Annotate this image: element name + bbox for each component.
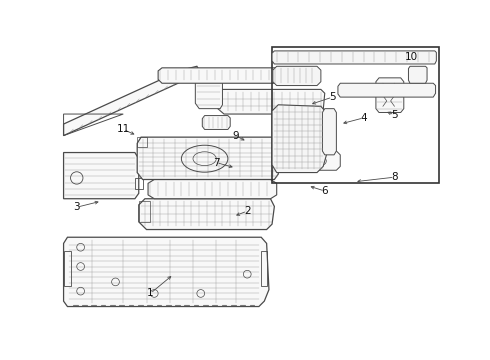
Polygon shape xyxy=(137,137,280,180)
Polygon shape xyxy=(322,109,336,155)
Text: 7: 7 xyxy=(213,158,220,167)
Polygon shape xyxy=(202,116,230,130)
Text: 6: 6 xyxy=(321,186,328,196)
Polygon shape xyxy=(158,68,297,83)
Polygon shape xyxy=(338,83,436,97)
Text: 10: 10 xyxy=(405,52,418,62)
Polygon shape xyxy=(305,151,340,170)
Text: 1: 1 xyxy=(147,288,154,298)
Polygon shape xyxy=(139,199,274,230)
Text: 9: 9 xyxy=(232,131,239,141)
Text: 11: 11 xyxy=(117,125,130,134)
Polygon shape xyxy=(218,89,325,114)
Polygon shape xyxy=(272,51,437,64)
Text: 3: 3 xyxy=(74,202,80,212)
Polygon shape xyxy=(148,180,277,199)
Polygon shape xyxy=(409,66,427,83)
Text: 4: 4 xyxy=(360,113,367,123)
Text: 5: 5 xyxy=(329,92,336,102)
Polygon shape xyxy=(272,105,329,172)
Polygon shape xyxy=(196,78,222,109)
Polygon shape xyxy=(273,66,321,86)
Polygon shape xyxy=(64,153,139,199)
Text: 5: 5 xyxy=(391,110,398,120)
Polygon shape xyxy=(376,78,404,112)
Polygon shape xyxy=(64,237,269,307)
Text: 8: 8 xyxy=(391,172,398,182)
Text: 2: 2 xyxy=(244,206,250,216)
Polygon shape xyxy=(64,66,201,136)
